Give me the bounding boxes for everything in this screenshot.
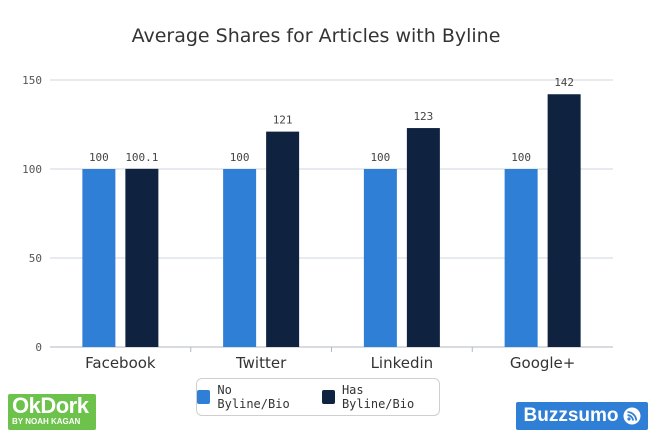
bar-no-byline[interactable] <box>82 169 116 347</box>
legend-item-no-byline[interactable]: No Byline/Bio <box>197 383 308 411</box>
y-tick-label: 50 <box>29 252 42 265</box>
y-tick-label: 100 <box>22 163 42 176</box>
y-tick-label: 0 <box>35 341 42 354</box>
data-label: 100 <box>511 151 531 164</box>
bar-has-byline[interactable] <box>547 94 581 348</box>
data-label: 123 <box>413 110 433 123</box>
bar-no-byline[interactable] <box>223 169 257 347</box>
okdork-logo-subtext: BY NOAH KAGAN <box>12 417 81 426</box>
x-tick-label: Google+ <box>510 354 575 372</box>
y-tick-label: 150 <box>22 74 42 87</box>
x-tick-label: Facebook <box>85 354 156 372</box>
legend-item-has-byline[interactable]: Has Byline/Bio <box>321 383 439 411</box>
bar-has-byline[interactable] <box>406 128 440 347</box>
x-tick-label: Twitter <box>235 354 287 372</box>
bar-no-byline[interactable] <box>504 169 538 347</box>
bar-has-byline[interactable] <box>266 131 300 347</box>
buzzsumo-logo-text: Buzzsumo <box>523 405 619 426</box>
buzzsumo-logo: Buzzsumo <box>516 402 648 430</box>
x-tick-label: Linkedin <box>371 354 434 372</box>
chart-title: Average Shares for Articles with Byline <box>132 25 501 47</box>
rss-icon <box>623 407 640 425</box>
okdork-logo-text: OkDork <box>12 393 89 418</box>
legend-swatch-no-byline <box>197 390 211 404</box>
legend-label-no-byline: No Byline/Bio <box>217 383 290 411</box>
data-label: 100 <box>370 151 390 164</box>
legend-label-has-byline: Has Byline/Bio <box>341 383 415 411</box>
legend-swatch-has-byline <box>321 390 335 404</box>
data-label: 121 <box>273 114 293 127</box>
data-label: 100 <box>230 151 250 164</box>
okdork-logo: OkDork BY NOAH KAGAN <box>8 394 96 430</box>
bar-no-byline[interactable] <box>363 169 397 347</box>
data-label: 100.1 <box>125 151 158 164</box>
data-label: 100 <box>89 151 109 164</box>
legend: No Byline/Bio Has Byline/Bio <box>196 378 440 416</box>
bar-has-byline[interactable] <box>125 168 159 347</box>
data-label: 142 <box>554 76 574 89</box>
